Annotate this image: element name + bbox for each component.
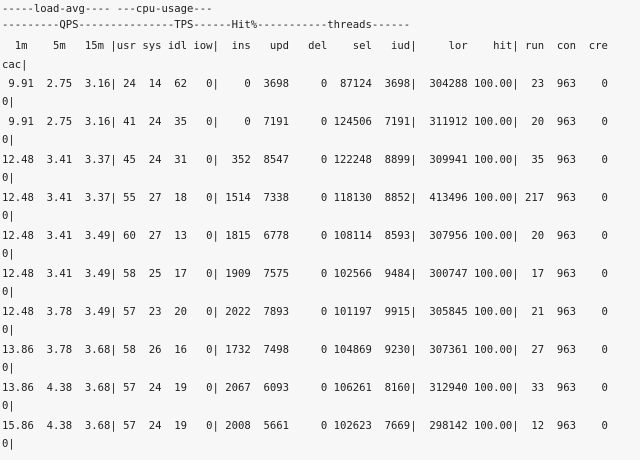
header-line-groups: -----load-avg---- ---cpu-usage---: [2, 3, 213, 15]
data-row-wrap: 0|: [2, 438, 15, 450]
data-row: 12.48 3.41 3.49| 60 27 13 0| 1815 6778 0…: [2, 230, 608, 242]
data-row-wrap: 0|: [2, 286, 15, 298]
data-row: 13.86 4.38 3.68| 57 24 19 0| 2067 6093 0…: [2, 382, 608, 394]
data-row: 12.48 3.41 3.49| 58 25 17 0| 1909 7575 0…: [2, 268, 608, 280]
header-line-wrap: cac|: [2, 59, 28, 71]
header-line-columns: 1m 5m 15m |usr sys idl iow| ins upd del …: [2, 40, 608, 52]
data-row-wrap: 0|: [2, 400, 15, 412]
data-row-wrap: 0|: [2, 210, 15, 222]
data-row-wrap: 0|: [2, 324, 15, 336]
data-row-wrap: 0|: [2, 248, 15, 260]
data-row: 9.91 2.75 3.16| 41 24 35 0| 0 7191 0 124…: [2, 116, 608, 128]
data-row: 12.48 3.41 3.37| 45 24 31 0| 352 8547 0 …: [2, 154, 608, 166]
data-row: 9.91 2.75 3.16| 24 14 62 0| 0 3698 0 871…: [2, 78, 608, 90]
data-row-wrap: 0|: [2, 96, 15, 108]
data-row-wrap: 0|: [2, 362, 15, 374]
data-row: 12.48 3.78 3.49| 57 23 20 0| 2022 7893 0…: [2, 306, 608, 318]
data-row: 15.86 4.38 3.68| 57 24 19 0| 2008 5661 0…: [2, 420, 608, 432]
data-row-wrap: 0|: [2, 172, 15, 184]
data-row-wrap: 0|: [2, 134, 15, 146]
data-row: 12.48 3.41 3.37| 55 27 18 0| 1514 7338 0…: [2, 192, 608, 204]
data-row: 13.86 3.78 3.68| 58 26 16 0| 1732 7498 0…: [2, 344, 608, 356]
header-line-subgroups: ---------QPS---------------TPS------Hit%…: [2, 19, 411, 31]
